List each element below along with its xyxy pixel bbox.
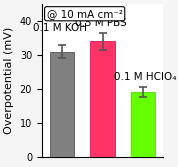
Y-axis label: Overpotential (mV): Overpotential (mV) (4, 27, 14, 134)
Text: 0.1 M HClO₄: 0.1 M HClO₄ (114, 72, 176, 82)
Bar (90, 41, 115, 157)
Text: 0.5 M PBS: 0.5 M PBS (75, 18, 126, 28)
Bar (131, 92, 155, 157)
Bar (50, 52, 74, 157)
Text: 0.1 M KOH: 0.1 M KOH (33, 23, 87, 33)
Text: @ 10 mA cm⁻²: @ 10 mA cm⁻² (47, 9, 123, 19)
